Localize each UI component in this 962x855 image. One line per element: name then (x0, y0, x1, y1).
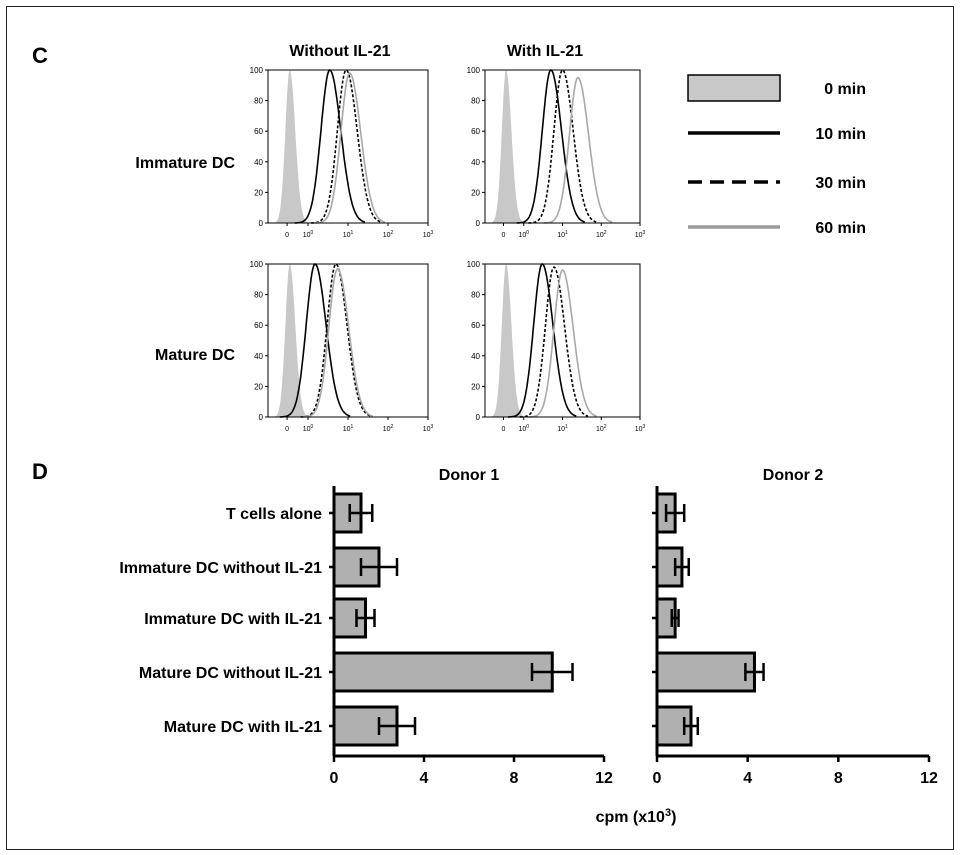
y-tick-label: 20 (254, 188, 263, 197)
x-tick-label: 0 (502, 426, 506, 433)
x-tick-label: 0 (285, 232, 289, 239)
panel-d-label: D (32, 459, 48, 484)
y-tick-label: 40 (471, 158, 480, 167)
x-tick-label: 102 (383, 230, 394, 239)
legend-swatch-0min (687, 74, 781, 102)
x-tick-label: 0 (285, 426, 289, 433)
y-tick-label: 80 (471, 291, 480, 300)
x-tick-label: 101 (343, 424, 354, 433)
x-tick-label: 4 (743, 770, 752, 787)
category-label: T cells alone (226, 506, 322, 523)
y-tick-label: 100 (467, 66, 481, 75)
y-tick-label: 0 (476, 219, 481, 228)
legend-label: 0 min (824, 81, 866, 98)
x-tick-label: 102 (383, 424, 394, 433)
y-tick-label: 100 (250, 66, 264, 75)
category-label: Immature DC with IL-21 (144, 611, 322, 628)
y-tick-label: 0 (259, 413, 264, 422)
y-tick-label: 60 (254, 321, 263, 330)
legend-label: 10 min (815, 126, 866, 143)
x-axis-label: cpm (x103) (596, 807, 677, 826)
histogram-panel: 0 20 40 60 80 100 0 100 101 102 103 (467, 66, 646, 239)
histogram-panel: 0 20 40 60 80 100 0 100 101 102 103 (250, 66, 434, 239)
row-title-mature-dc: Mature DC (155, 347, 235, 364)
histogram-curve (314, 72, 386, 224)
figure-frame (6, 6, 954, 850)
x-tick-label: 12 (920, 770, 938, 787)
histogram-curve (528, 269, 597, 418)
histogram-curve (272, 70, 308, 223)
bar-chart: Donor 1 0 4 8 12 (329, 467, 613, 787)
histogram-curve (489, 70, 524, 223)
x-tick-label: 101 (557, 424, 568, 433)
histogram-panel: 0 20 40 60 80 100 0 100 101 102 103 (467, 260, 646, 433)
x-tick-label: 100 (518, 230, 529, 239)
histogram-curve (528, 69, 597, 224)
bar (332, 651, 554, 693)
x-tick-label: 100 (303, 230, 314, 239)
category-label: Mature DC with IL-21 (164, 719, 322, 736)
y-tick-label: 60 (471, 127, 480, 136)
y-tick-label: 40 (254, 158, 263, 167)
y-tick-label: 20 (471, 188, 480, 197)
histogram-curve (272, 264, 308, 417)
legend-label: 30 min (815, 175, 866, 192)
y-tick-label: 80 (471, 97, 480, 106)
y-tick-label: 0 (259, 219, 264, 228)
x-tick-label: 0 (502, 232, 506, 239)
bar-chart-title: Donor 2 (763, 467, 824, 484)
x-tick-label: 103 (635, 230, 646, 239)
y-tick-label: 80 (254, 97, 263, 106)
x-tick-label: 101 (343, 230, 354, 239)
y-tick-label: 100 (250, 260, 264, 269)
column-title-without-il21: Without IL-21 (289, 43, 390, 60)
x-tick-label: 101 (557, 230, 568, 239)
histogram-curve (543, 76, 613, 224)
x-tick-label: 103 (635, 424, 646, 433)
histogram-panel: 0 20 40 60 80 100 0 100 101 102 103 (250, 260, 434, 433)
x-tick-label: 102 (596, 230, 607, 239)
bar (655, 651, 756, 693)
x-tick-label: 0 (653, 770, 662, 787)
y-tick-label: 40 (254, 352, 263, 361)
x-tick-label: 8 (834, 770, 843, 787)
category-label: Mature DC without IL-21 (139, 665, 322, 682)
y-tick-label: 0 (476, 413, 481, 422)
row-title-immature-dc: Immature DC (135, 155, 235, 172)
x-tick-label: 100 (303, 424, 314, 433)
y-tick-label: 100 (467, 260, 481, 269)
x-tick-label: 103 (423, 230, 434, 239)
x-tick-label: 100 (518, 424, 529, 433)
bar-chart: Donor 2 0 4 8 12 (652, 467, 938, 787)
y-tick-label: 60 (254, 127, 263, 136)
histogram-curve (519, 266, 589, 418)
legend-label: 60 min (815, 220, 866, 237)
x-tick-label: 12 (595, 770, 613, 787)
y-tick-label: 80 (254, 291, 263, 300)
x-tick-label: 102 (596, 424, 607, 433)
x-tick-label: 8 (510, 770, 519, 787)
y-tick-label: 20 (471, 382, 480, 391)
x-tick-label: 0 (330, 770, 339, 787)
x-tick-label: 103 (423, 424, 434, 433)
y-tick-label: 40 (471, 352, 480, 361)
histogram-curve (489, 264, 524, 417)
y-tick-label: 20 (254, 382, 263, 391)
x-tick-label: 4 (420, 770, 429, 787)
panel-c-label: C (32, 43, 48, 68)
histogram-curve (302, 267, 373, 418)
y-tick-label: 60 (471, 321, 480, 330)
category-label: Immature DC without IL-21 (119, 560, 322, 577)
column-title-with-il21: With IL-21 (507, 43, 583, 60)
bar-chart-title: Donor 1 (439, 467, 500, 484)
